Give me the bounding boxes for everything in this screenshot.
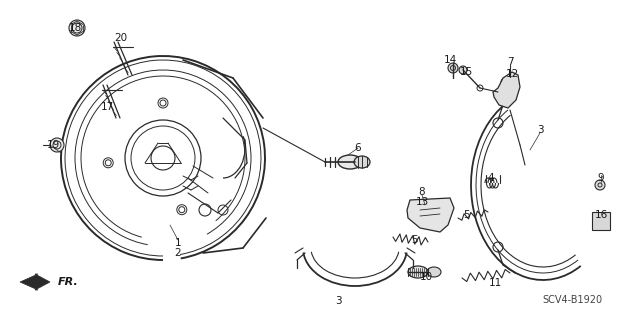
Circle shape: [69, 20, 85, 36]
Ellipse shape: [408, 266, 428, 278]
Text: 5: 5: [464, 210, 470, 220]
Text: 5: 5: [411, 235, 417, 245]
Text: 12: 12: [506, 69, 518, 79]
Text: 18: 18: [68, 23, 82, 33]
Polygon shape: [407, 198, 454, 232]
Text: FR.: FR.: [58, 277, 79, 287]
Text: 14: 14: [444, 55, 456, 65]
Polygon shape: [493, 72, 520, 108]
Text: 17: 17: [100, 102, 114, 112]
Ellipse shape: [338, 155, 362, 169]
Text: 1: 1: [175, 238, 181, 248]
Text: 4: 4: [488, 173, 494, 183]
Circle shape: [595, 180, 605, 190]
Text: 3: 3: [335, 296, 341, 306]
Circle shape: [459, 66, 467, 74]
Text: 6: 6: [355, 143, 362, 153]
Text: 13: 13: [415, 197, 429, 207]
Text: 2: 2: [175, 248, 181, 258]
Circle shape: [448, 63, 458, 73]
Text: 15: 15: [460, 67, 472, 77]
Ellipse shape: [427, 267, 441, 277]
Polygon shape: [20, 274, 50, 290]
Text: 3: 3: [537, 125, 543, 135]
FancyBboxPatch shape: [592, 212, 610, 230]
Text: 19: 19: [46, 140, 60, 150]
Text: 7: 7: [507, 57, 513, 67]
Ellipse shape: [354, 156, 370, 168]
Text: 10: 10: [419, 272, 433, 282]
Text: 9: 9: [598, 173, 604, 183]
Text: SCV4-B1920: SCV4-B1920: [542, 295, 602, 305]
Text: 11: 11: [488, 278, 502, 288]
Text: 8: 8: [419, 187, 426, 197]
Text: 20: 20: [115, 33, 127, 43]
Circle shape: [50, 138, 64, 152]
Text: 16: 16: [595, 210, 607, 220]
